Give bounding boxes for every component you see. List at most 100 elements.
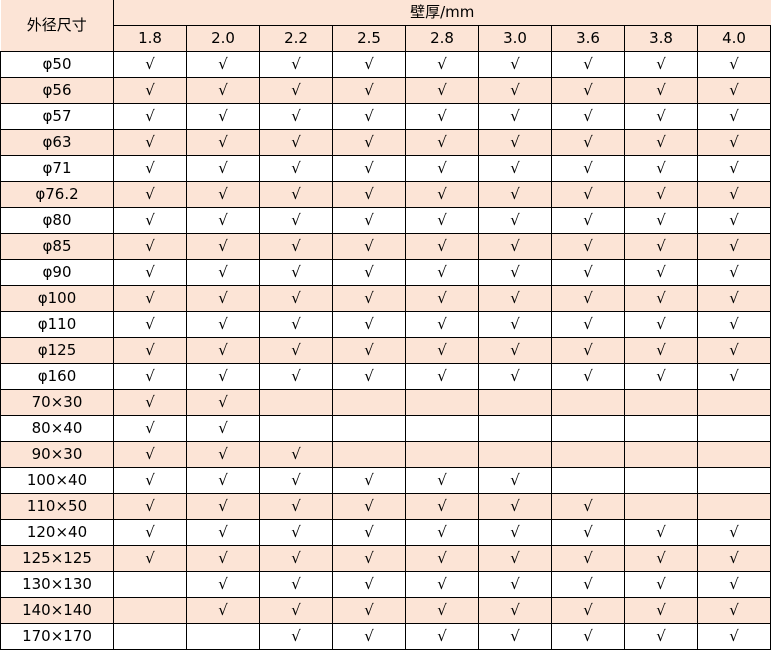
table-row: 140×140 √ √ √ √ √ √ √ √ — [0, 597, 771, 624]
check-mark-cell: √ — [551, 233, 625, 260]
check-mark-cell: √ — [478, 181, 552, 208]
check-mark-cell: √ — [186, 155, 260, 182]
size-cell: 170×170 — [0, 623, 114, 650]
size-cell: φ160 — [0, 363, 114, 390]
check-mark-cell: √ — [697, 519, 771, 546]
empty-cell — [478, 415, 552, 442]
thickness-column-header: 1.8 — [113, 25, 187, 52]
check-mark-cell: √ — [551, 181, 625, 208]
check-mark-cell: √ — [113, 207, 187, 234]
check-mark-cell: √ — [624, 285, 698, 312]
check-mark-cell: √ — [113, 519, 187, 546]
check-mark-cell: √ — [551, 311, 625, 338]
empty-cell — [405, 389, 479, 416]
empty-cell — [332, 389, 406, 416]
check-mark-cell: √ — [405, 129, 479, 156]
check-mark-cell: √ — [405, 493, 479, 520]
check-mark-cell: √ — [259, 155, 333, 182]
check-mark-cell: √ — [697, 285, 771, 312]
table-row: φ110 √ √ √ √ √ √ √ √ √ — [0, 311, 771, 338]
check-mark-cell: √ — [697, 103, 771, 130]
check-mark-cell: √ — [113, 51, 187, 78]
empty-cell — [332, 441, 406, 468]
check-mark-cell: √ — [697, 129, 771, 156]
check-mark-cell: √ — [113, 467, 187, 494]
check-mark-cell: √ — [697, 259, 771, 286]
check-mark-cell: √ — [478, 363, 552, 390]
size-cell: φ76.2 — [0, 181, 114, 208]
empty-cell — [113, 623, 187, 650]
check-mark-cell: √ — [551, 285, 625, 312]
check-mark-cell: √ — [551, 51, 625, 78]
check-mark-cell: √ — [332, 129, 406, 156]
table-row: 125×125 √ √ √ √ √ √ √ √ √ — [0, 545, 771, 572]
check-mark-cell: √ — [405, 311, 479, 338]
check-mark-cell: √ — [624, 571, 698, 598]
check-mark-cell: √ — [478, 493, 552, 520]
check-mark-cell: √ — [624, 233, 698, 260]
check-mark-cell: √ — [186, 337, 260, 364]
empty-cell — [259, 415, 333, 442]
check-mark-cell: √ — [113, 311, 187, 338]
check-mark-cell: √ — [113, 155, 187, 182]
check-mark-cell: √ — [332, 103, 406, 130]
check-mark-cell: √ — [478, 77, 552, 104]
table-row: 110×50 √ √ √ √ √ √ √ — [0, 493, 771, 520]
check-mark-cell: √ — [259, 259, 333, 286]
check-mark-cell: √ — [113, 363, 187, 390]
check-mark-cell: √ — [186, 259, 260, 286]
check-mark-cell: √ — [259, 129, 333, 156]
check-mark-cell: √ — [405, 51, 479, 78]
check-mark-cell: √ — [259, 103, 333, 130]
check-mark-cell: √ — [405, 77, 479, 104]
empty-cell — [405, 415, 479, 442]
check-mark-cell: √ — [624, 129, 698, 156]
check-mark-cell: √ — [113, 389, 187, 416]
empty-cell — [697, 441, 771, 468]
empty-cell — [478, 389, 552, 416]
check-mark-cell: √ — [624, 181, 698, 208]
check-mark-cell: √ — [478, 285, 552, 312]
size-cell: φ85 — [0, 233, 114, 260]
check-mark-cell: √ — [478, 259, 552, 286]
thickness-column-header: 3.0 — [478, 25, 552, 52]
check-mark-cell: √ — [186, 181, 260, 208]
check-mark-cell: √ — [186, 285, 260, 312]
size-cell: 140×140 — [0, 597, 114, 624]
check-mark-cell: √ — [259, 77, 333, 104]
check-mark-cell: √ — [259, 571, 333, 598]
check-mark-cell: √ — [478, 467, 552, 494]
table-row: φ80 √ √ √ √ √ √ √ √ √ — [0, 207, 771, 234]
check-mark-cell: √ — [551, 129, 625, 156]
table-row: 170×170 √ √ √ √ √ √ √ — [0, 623, 771, 650]
check-mark-cell: √ — [551, 363, 625, 390]
size-cell: 120×40 — [0, 519, 114, 546]
check-mark-cell: √ — [186, 51, 260, 78]
check-mark-cell: √ — [259, 493, 333, 520]
check-mark-cell: √ — [697, 311, 771, 338]
size-cell: φ110 — [0, 311, 114, 338]
check-mark-cell: √ — [259, 519, 333, 546]
check-mark-cell: √ — [332, 519, 406, 546]
check-mark-cell: √ — [332, 77, 406, 104]
check-mark-cell: √ — [478, 207, 552, 234]
thickness-column-header: 2.5 — [332, 25, 406, 52]
check-mark-cell: √ — [624, 545, 698, 572]
thickness-column-header: 4.0 — [697, 25, 771, 52]
check-mark-cell: √ — [113, 129, 187, 156]
check-mark-cell: √ — [186, 493, 260, 520]
check-mark-cell: √ — [478, 155, 552, 182]
check-mark-cell: √ — [551, 545, 625, 572]
size-cell: 130×130 — [0, 571, 114, 598]
check-mark-cell: √ — [259, 545, 333, 572]
table-row: φ160 √ √ √ √ √ √ √ √ √ — [0, 363, 771, 390]
empty-cell — [113, 571, 187, 598]
check-mark-cell: √ — [405, 337, 479, 364]
empty-cell — [551, 415, 625, 442]
check-mark-cell: √ — [478, 129, 552, 156]
table-row: 70×30 √ √ — [0, 389, 771, 416]
check-mark-cell: √ — [332, 207, 406, 234]
size-cell: φ125 — [0, 337, 114, 364]
table-row: φ85 √ √ √ √ √ √ √ √ √ — [0, 233, 771, 260]
